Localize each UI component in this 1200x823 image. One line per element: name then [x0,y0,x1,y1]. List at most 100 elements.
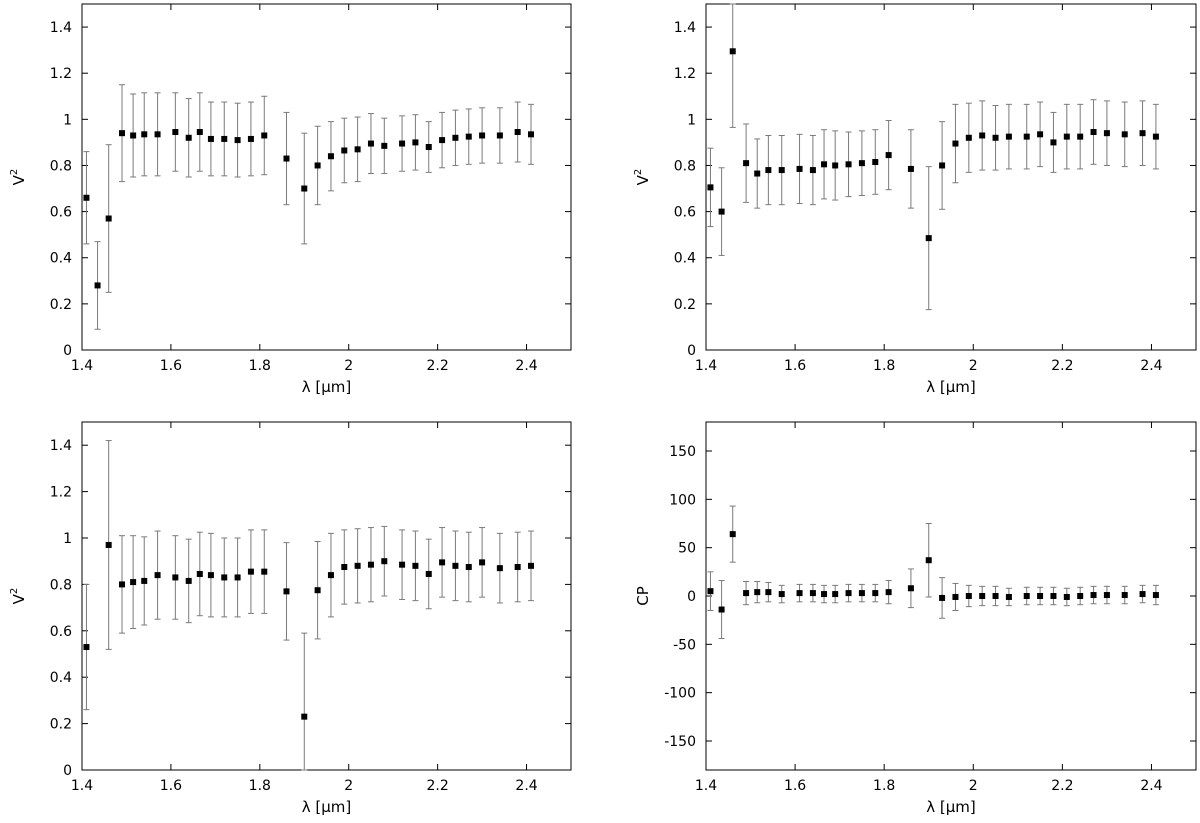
x-tick-label: 2.2 [1051,778,1073,794]
marker [221,574,228,581]
y-tick-label: -50 [673,637,696,653]
marker [765,589,772,596]
marker [196,129,203,136]
marker [1063,133,1070,140]
y-axis-title-base: V [634,174,652,185]
data-point [119,84,126,183]
marker [1121,592,1128,599]
marker [872,590,879,597]
marker [939,594,946,601]
plot-frame [81,421,572,771]
marker [439,137,446,144]
data-point [858,130,865,196]
x-tick-label: 2 [344,358,353,374]
x-tick-label: 2.4 [1140,778,1162,794]
x-tick-label: 1.6 [160,358,182,374]
data-point [119,535,126,634]
marker [105,541,112,548]
marker [845,590,852,597]
data-point [965,584,972,608]
marker [452,134,459,141]
data-point [1152,103,1159,170]
data-point [354,528,361,604]
marker [119,581,126,588]
marker [283,155,290,162]
marker [479,559,486,566]
data-point [1063,587,1070,607]
y-tick-label: 0 [63,343,72,359]
marker [83,194,90,201]
data-point [832,130,839,201]
marker [1103,130,1110,137]
marker [707,184,714,191]
y-tick-label: 0.4 [50,251,72,267]
marker [465,564,472,570]
data-point [907,129,914,209]
data-point [1077,586,1084,606]
data-point [885,580,892,605]
data-point [1121,101,1128,168]
marker [399,140,406,147]
data-point [314,125,321,206]
y-tick-label: 0.8 [50,577,72,593]
y-tick-label: 1.2 [50,485,72,501]
marker [327,572,334,579]
marker [83,644,90,651]
y-tick-label: -150 [664,734,696,750]
marker [718,208,725,215]
data-point [845,131,852,198]
x-axis-title: λ [µm] [302,798,352,816]
y-tick-label: 0.6 [674,205,696,221]
data-point [261,529,268,614]
marker [141,577,148,584]
marker [412,139,419,146]
data-point [341,117,348,184]
marker [1077,593,1084,599]
data-point [327,532,334,618]
marker [1023,133,1030,140]
data-point [992,104,999,171]
y-axis-title-base: V [10,174,28,185]
marker [341,147,348,154]
marker [821,161,828,168]
data-point [1050,111,1057,173]
x-axis-title: λ [µm] [302,378,352,396]
marker [301,713,308,720]
x-tick-label: 1.8 [249,778,271,794]
marker [796,590,803,597]
marker [514,564,521,570]
data-point [845,583,852,603]
data-point [1050,586,1057,606]
marker [1152,592,1159,599]
data-point [729,3,736,128]
marker [172,574,179,581]
data-point [341,529,348,605]
data-point [94,241,101,330]
x-axis-title: λ [µm] [926,798,976,816]
data-point [452,530,459,602]
y-tick-label: 0.8 [674,158,696,174]
marker [119,130,126,137]
y-axis-title-superscript: 2 [9,588,20,594]
x-tick-label: 1.6 [160,778,182,794]
data-point [283,111,290,206]
marker [743,160,750,167]
marker [1005,593,1012,600]
y-axis-title-base: CP [634,586,652,606]
marker [832,591,839,598]
marker [809,590,816,597]
panel-3: 1.4 1.6 1.8 2 2.2 2.4 0 0.2 0.4 0.6 0.8 1 1.2 1.4 λ [µ… [9,421,572,816]
marker [234,137,241,144]
data-point [185,98,192,178]
marker [261,132,268,139]
marker [845,161,852,168]
data-point [979,585,986,607]
x-tick-label: 1.6 [784,778,806,794]
marker [465,133,472,140]
data-point [718,580,725,640]
marker [729,48,736,55]
data-point [367,113,374,175]
data-point [925,166,932,311]
marker [939,162,946,169]
marker [1121,131,1128,138]
